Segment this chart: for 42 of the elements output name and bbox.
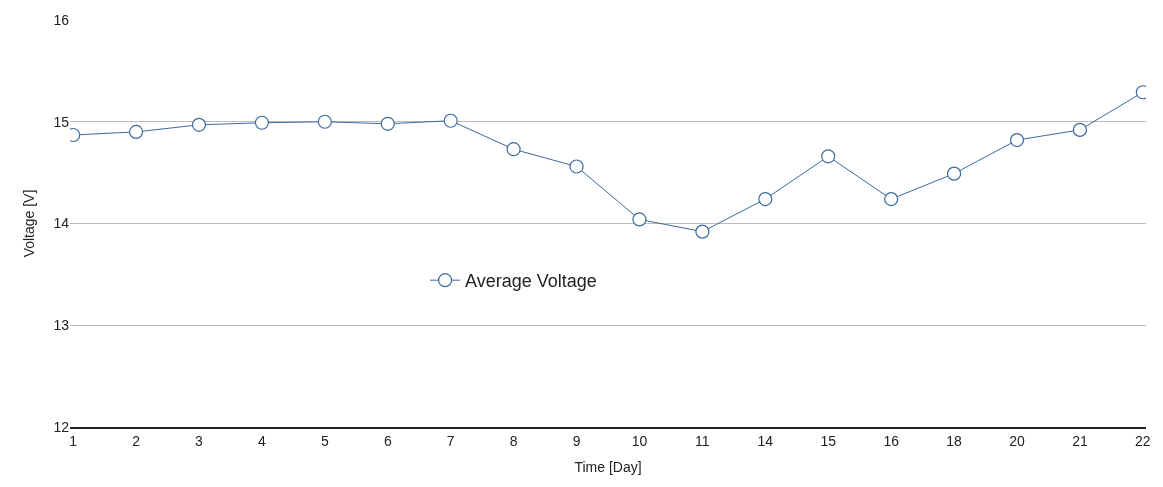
x-tick-label: 18 (946, 432, 963, 449)
point (821, 149, 836, 164)
x-tick-label: 15 (820, 432, 837, 449)
x-tick-label: 20 (1009, 432, 1026, 449)
point (758, 191, 773, 207)
point (254, 115, 270, 130)
x-tick-label: 3 (195, 432, 204, 449)
x-tick-label: 10 (631, 432, 648, 449)
x-tick-label: 5 (320, 432, 329, 449)
point (506, 142, 521, 157)
y-tick-label: 13 (53, 317, 70, 334)
x-tick-label: 8 (509, 432, 518, 449)
y-tick-label: 15 (53, 113, 70, 130)
x-tick-label: 1 (69, 432, 78, 449)
x-tick-label: 14 (757, 432, 774, 449)
point (380, 116, 395, 131)
x-tick-label: 21 (1072, 432, 1088, 449)
x-tick-label: 9 (572, 432, 581, 449)
y-tick-label: 16 (53, 11, 70, 28)
y-axis-title: Voltage [V] (21, 189, 38, 258)
x-tick-label: 16 (883, 432, 900, 449)
legend-label: Average Voltage (465, 271, 597, 292)
y-tick-label: 12 (53, 418, 70, 435)
x-tick-label: 7 (446, 432, 455, 449)
point (443, 113, 458, 128)
x-axis-title: Time [Day] (574, 459, 642, 476)
y-tick-label: 14 (53, 215, 70, 232)
point (569, 159, 584, 174)
x-tick-label: 22 (1135, 432, 1151, 449)
point (695, 224, 710, 239)
point (317, 114, 332, 129)
x-tick-label: 4 (258, 432, 267, 449)
x-tick-label: 11 (695, 432, 710, 449)
point (1009, 132, 1025, 148)
point (884, 191, 899, 207)
x-tick-label: 6 (383, 432, 392, 449)
point (128, 124, 144, 140)
point (1072, 122, 1088, 137)
point (191, 117, 207, 132)
point (946, 166, 962, 181)
x-tick-label: 2 (132, 432, 141, 449)
point (632, 212, 647, 227)
